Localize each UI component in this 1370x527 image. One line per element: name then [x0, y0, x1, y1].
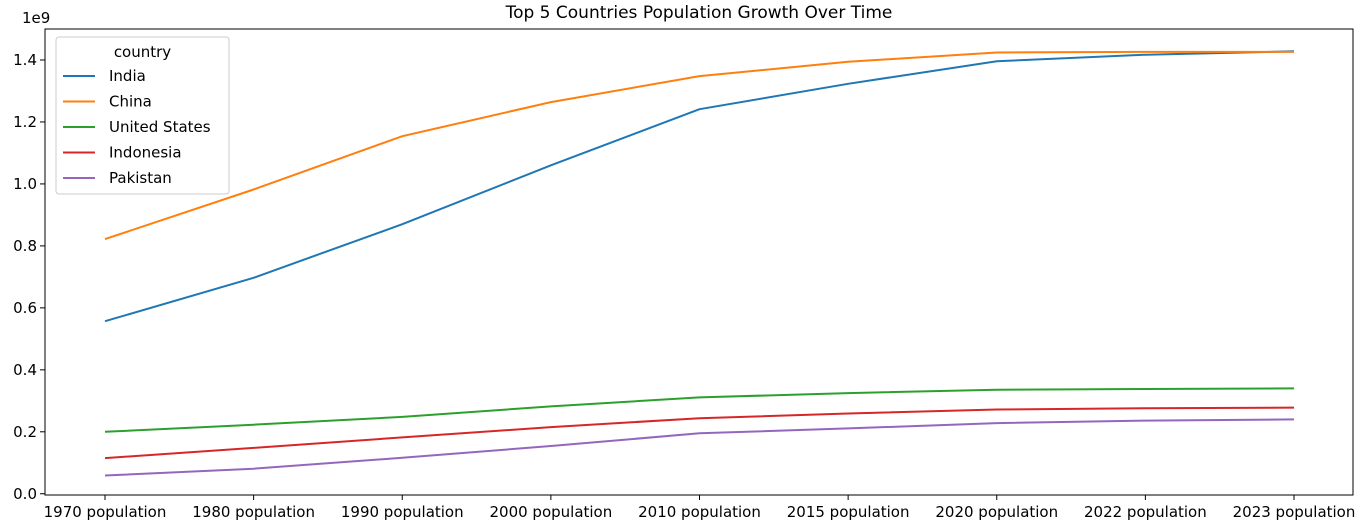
x-tick-label: 2022 population — [1084, 503, 1207, 521]
legend-box — [55, 36, 230, 195]
series-line-pakistan — [104, 418, 1295, 477]
x-tick-label: 1990 population — [341, 503, 464, 521]
y-tick-label: 0.8 — [13, 237, 37, 255]
y-axis-offset-label: 1e9 — [22, 9, 50, 27]
plot-frame — [44, 28, 1354, 496]
x-tick-label: 2023 population — [1233, 503, 1356, 521]
x-axis: 1970 population 1980 population 1990 popul… — [44, 495, 1356, 521]
x-tick-label: 1970 population — [44, 503, 167, 521]
legend-label: Pakistan — [109, 169, 172, 187]
series-line-united-states — [104, 387, 1295, 433]
x-tick-label: 2015 population — [787, 503, 910, 521]
y-tick-label: 0.0 — [13, 485, 37, 503]
legend-title: country — [114, 43, 171, 61]
series-line-china — [104, 50, 1294, 241]
series-line-indonesia — [104, 406, 1295, 460]
legend-label: India — [109, 67, 146, 85]
y-tick-label: 0.4 — [13, 361, 37, 379]
y-axis: 0.0 0.2 0.4 0.6 0.8 1.0 1.2 1.4 — [13, 51, 45, 503]
x-tick-label: 2020 population — [935, 503, 1058, 521]
x-tick-label: 1980 population — [192, 503, 315, 521]
legend-label: Indonesia — [109, 144, 182, 162]
y-tick-label: 1.4 — [13, 51, 37, 69]
y-tick-label: 1.0 — [13, 175, 37, 193]
legend: country India China United States Indonesia… — [55, 36, 230, 195]
y-tick-label: 1.2 — [13, 113, 37, 131]
series-line-india — [104, 50, 1295, 323]
x-tick-label: 2000 population — [489, 503, 612, 521]
legend-label: China — [109, 93, 152, 111]
y-tick-label: 0.6 — [13, 299, 37, 317]
chart-title: Top 5 Countries Population Growth Over T… — [505, 3, 893, 23]
y-tick-label: 0.2 — [13, 423, 37, 441]
series-lines — [104, 50, 1295, 477]
x-tick-label: 2010 population — [638, 503, 761, 521]
legend-label: United States — [109, 118, 211, 136]
